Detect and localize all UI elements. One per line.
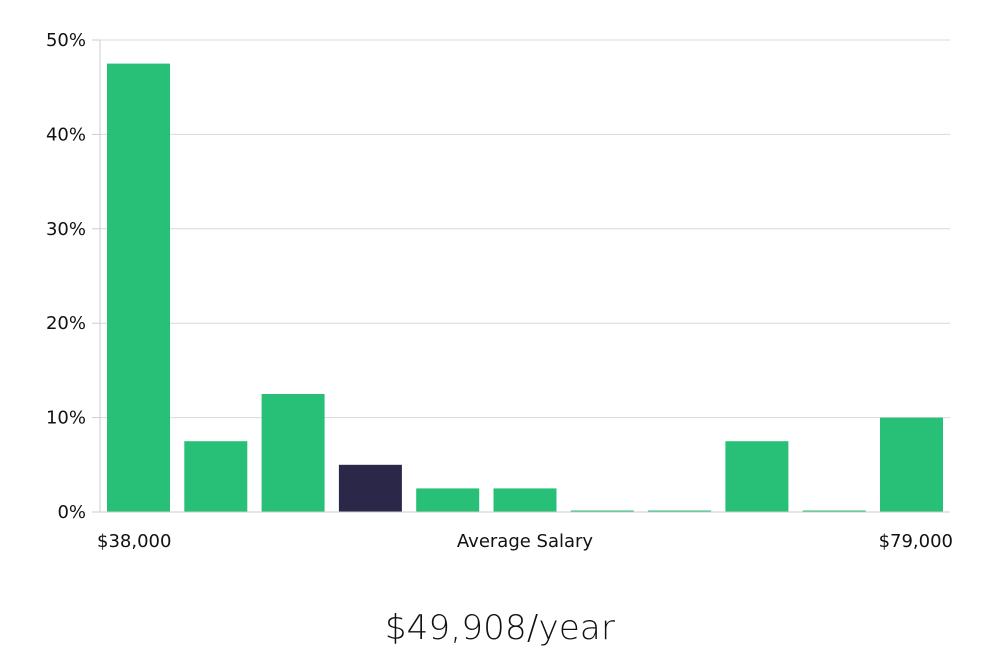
bar-highlighted [338, 464, 402, 512]
x-min-label: $38,000 [97, 531, 171, 552]
bar [802, 510, 866, 512]
y-tick-label: 30% [46, 219, 86, 240]
x-axis-title: Average Salary [457, 531, 594, 552]
bar [880, 417, 943, 512]
y-tick-label: 20% [46, 313, 86, 334]
bar [261, 394, 325, 512]
y-tick-label: 10% [46, 408, 86, 429]
y-tick-labels: 0% 10% 20% 30% 40% 50% [46, 30, 100, 523]
bar [493, 488, 557, 512]
bar [184, 441, 248, 512]
y-tick-label: 50% [46, 30, 86, 51]
bar [725, 441, 789, 512]
bars [107, 63, 943, 512]
salary-histogram: 0% 10% 20% 30% 40% 50% $38,000 Average Salary… [46, 30, 953, 552]
bar [416, 488, 480, 512]
bar [570, 510, 634, 512]
y-tick-label: 0% [57, 502, 86, 523]
average-salary-value: $49,908/year [384, 608, 616, 648]
bar [648, 510, 712, 512]
grid-lines [100, 39, 950, 419]
x-max-label: $79,000 [879, 531, 953, 552]
bar [107, 63, 170, 512]
y-tick-label: 40% [46, 124, 86, 145]
